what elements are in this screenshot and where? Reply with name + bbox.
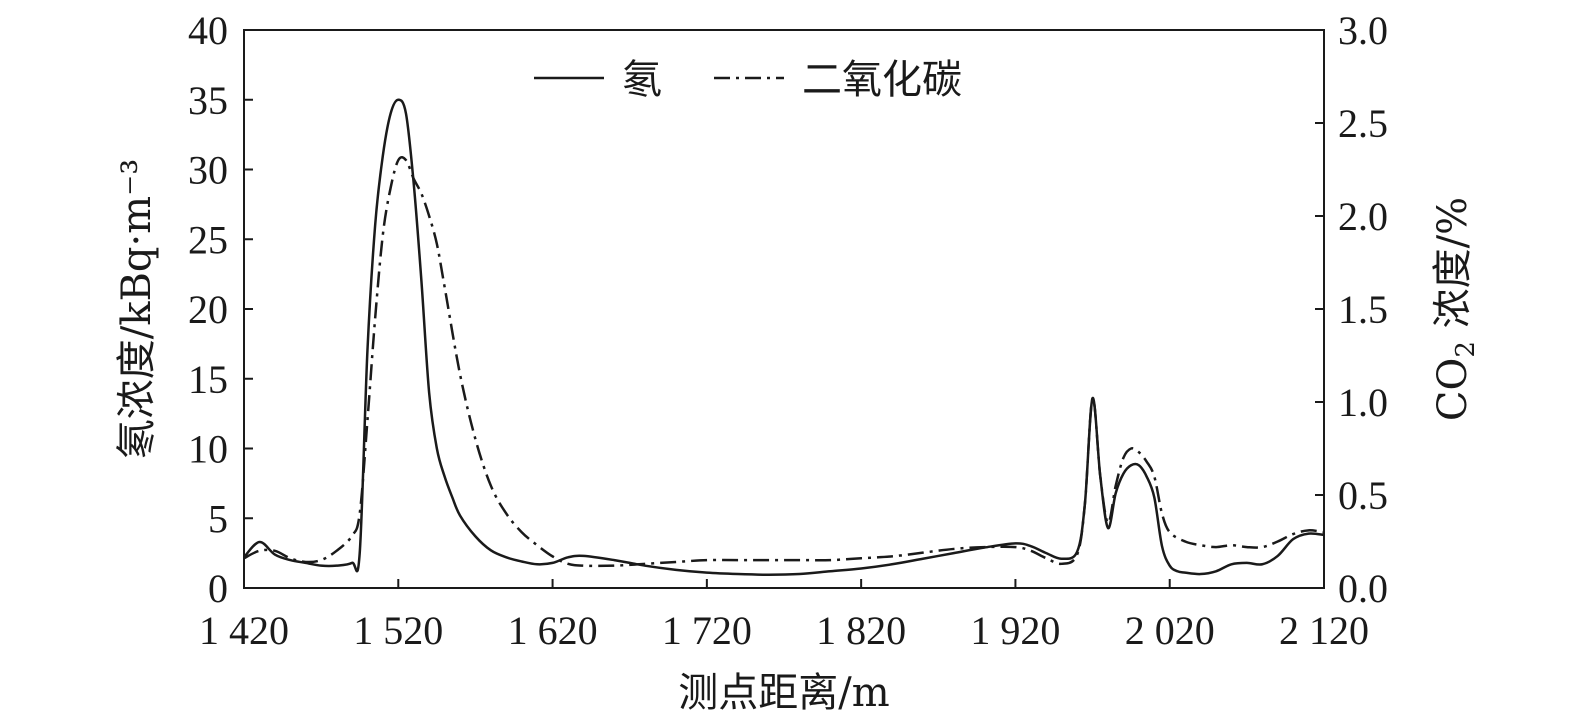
y-right-axis-title: CO2 浓度/% (1430, 197, 1481, 421)
series-line-radon (243, 98, 1325, 576)
y-right-tick-label: 1.5 (1338, 287, 1388, 332)
legend-label-radon: 氡 (622, 57, 662, 103)
y-right-axis-title-sub: 2 (1451, 341, 1481, 358)
y-right-tick-label: 2.0 (1338, 194, 1388, 239)
y-right-tick-label: 0.5 (1338, 473, 1388, 518)
y-right-tick-label: 1.0 (1338, 380, 1388, 425)
x-tick-label: 1 620 (508, 608, 598, 653)
y-left-tick-label: 10 (188, 427, 228, 472)
y-left-tick-label: 35 (188, 78, 228, 123)
y-left-tick-label: 15 (188, 357, 228, 402)
y-left-tick-label: 0 (208, 566, 228, 611)
x-tick-label: 1 720 (662, 608, 752, 653)
y-right-tick-label: 0.0 (1338, 566, 1388, 611)
x-axis-title: 测点距离/m (678, 670, 889, 716)
y-right-axis-ticks: 0.0 0.5 1.0 1.5 2.0 2.5 3.0 (1315, 8, 1388, 611)
y-left-tick-label: 40 (188, 8, 228, 53)
y-left-tick-label: 30 (188, 148, 228, 193)
x-axis-ticks: 1 420 1 520 1 620 1 720 1 820 1 920 2 020 2 120 (199, 579, 1369, 653)
x-tick-label: 2 020 (1125, 608, 1215, 653)
x-tick-label: 1 520 (353, 608, 443, 653)
y-right-tick-label: 2.5 (1338, 101, 1388, 146)
y-left-axis-title: 氡浓度/kBq·m⁻³ (114, 159, 160, 460)
x-tick-label: 2 120 (1279, 608, 1369, 653)
y-right-tick-label: 3.0 (1338, 8, 1388, 53)
y-left-axis-ticks: 0 5 10 15 20 25 30 35 40 (188, 8, 253, 611)
series-layer (243, 98, 1325, 576)
legend: 氡 二氧化碳 (534, 57, 962, 103)
x-tick-label: 1 820 (816, 608, 906, 653)
series-line-co2 (243, 156, 1325, 568)
x-tick-label: 1 920 (970, 608, 1060, 653)
y-left-tick-label: 25 (188, 217, 228, 262)
legend-label-co2: 二氧化碳 (802, 57, 962, 103)
y-right-axis-title-prefix: CO (1430, 358, 1476, 421)
y-left-tick-label: 5 (208, 496, 228, 541)
y-right-axis-title-suffix: 浓度/% (1430, 197, 1476, 341)
x-tick-label: 1 420 (199, 608, 289, 653)
y-left-tick-label: 20 (188, 287, 228, 332)
